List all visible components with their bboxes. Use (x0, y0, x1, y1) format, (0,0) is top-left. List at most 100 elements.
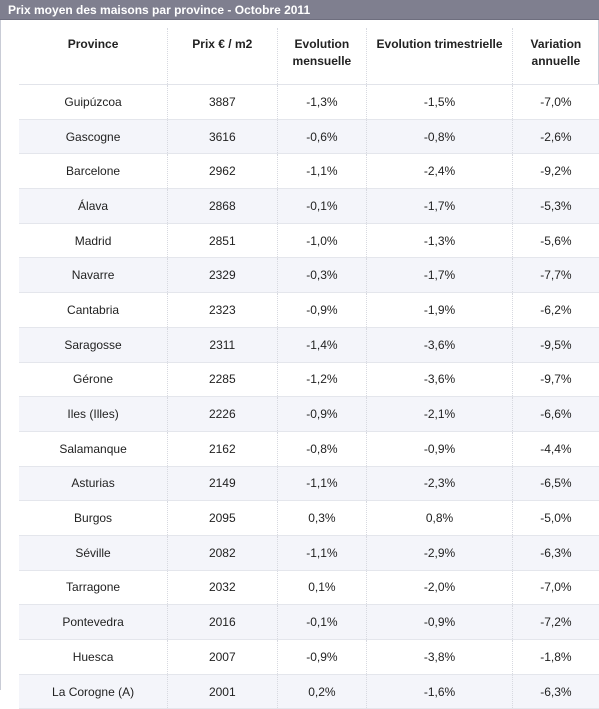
cell-evolution-mensuelle: -0,6% (276, 119, 367, 155)
table-row: Pontevedra 2016 -0,1% -0,9% -7,2% (19, 604, 599, 640)
cell-evolution-mensuelle: -0,9% (276, 292, 367, 328)
table-row: La Corogne (A) 2001 0,2% -1,6% -6,3% (19, 674, 599, 709)
cell-province: Séville (19, 535, 168, 571)
cell-variation-annuelle: -6,5% (511, 466, 599, 502)
cell-evolution-mensuelle: -0,3% (276, 257, 367, 294)
cell-prix: 2285 (167, 362, 277, 398)
cell-variation-annuelle: -5,6% (511, 223, 599, 259)
cell-province: Álava (19, 188, 168, 224)
cell-prix: 2032 (167, 570, 277, 606)
cell-evolution-trimestrielle: -0,9% (366, 431, 513, 467)
cell-province: La Corogne (A) (19, 674, 168, 709)
cell-variation-annuelle: -2,6% (511, 119, 599, 155)
table-row: Saragosse 2311 -1,4% -3,6% -9,5% (19, 327, 599, 363)
cell-province: Salamanque (19, 431, 168, 467)
table-row: Huesca 2007 -0,9% -3,8% -1,8% (19, 639, 599, 675)
cell-evolution-mensuelle: 0,2% (276, 674, 367, 709)
cell-evolution-trimestrielle: -1,3% (366, 223, 513, 259)
cell-evolution-trimestrielle: -2,1% (366, 396, 513, 432)
cell-evolution-trimestrielle: -1,9% (366, 292, 513, 328)
table-container: Province Prix € / m2 Evolution mensuelle… (0, 20, 599, 709)
cell-variation-annuelle: -6,3% (511, 535, 599, 571)
cell-prix: 3887 (167, 84, 277, 120)
header-variation-annuelle: Variation annuelle (511, 28, 599, 85)
cell-evolution-mensuelle: -1,1% (276, 153, 367, 190)
cell-evolution-trimestrielle: -2,3% (366, 466, 513, 502)
cell-province: Guipúzcoa (19, 84, 168, 120)
cell-evolution-mensuelle: -1,2% (276, 362, 367, 398)
table-row: Gérone 2285 -1,2% -3,6% -9,7% (19, 362, 599, 398)
cell-variation-annuelle: -7,0% (511, 84, 599, 120)
table-row: Iles (Illes) 2226 -0,9% -2,1% -6,6% (19, 396, 599, 432)
cell-variation-annuelle: -1,8% (511, 639, 599, 675)
cell-province: Huesca (19, 639, 168, 675)
cell-province: Gascogne (19, 119, 168, 155)
cell-variation-annuelle: -9,7% (511, 362, 599, 398)
cell-evolution-mensuelle: -1,1% (276, 466, 367, 502)
cell-evolution-trimestrielle: -1,7% (366, 188, 513, 224)
cell-prix: 2082 (167, 535, 277, 571)
cell-variation-annuelle: -6,2% (511, 292, 599, 328)
cell-variation-annuelle: -5,3% (511, 188, 599, 224)
table-row: Asturias 2149 -1,1% -2,3% -6,5% (19, 466, 599, 502)
header-row: Province Prix € / m2 Evolution mensuelle… (19, 28, 599, 85)
table-row: Gascogne 3616 -0,6% -0,8% -2,6% (19, 119, 599, 155)
table-row: Barcelone 2962 -1,1% -2,4% -9,2% (19, 153, 599, 190)
cell-province: Navarre (19, 257, 168, 294)
cell-variation-annuelle: -9,2% (511, 153, 599, 190)
cell-variation-annuelle: -9,5% (511, 327, 599, 363)
cell-province: Gérone (19, 362, 168, 398)
cell-evolution-mensuelle: -1,3% (276, 84, 367, 120)
cell-prix: 2868 (167, 188, 277, 224)
cell-evolution-mensuelle: -1,4% (276, 327, 367, 363)
cell-variation-annuelle: -6,3% (511, 674, 599, 709)
cell-province: Burgos (19, 500, 168, 536)
cell-province: Pontevedra (19, 604, 168, 640)
cell-evolution-mensuelle: -0,9% (276, 396, 367, 432)
cell-variation-annuelle: -5,0% (511, 500, 599, 536)
cell-province: Saragosse (19, 327, 168, 363)
cell-evolution-mensuelle: -0,1% (276, 188, 367, 224)
table-row: Séville 2082 -1,1% -2,9% -6,3% (19, 535, 599, 571)
table-row: Tarragone 2032 0,1% -2,0% -7,0% (19, 570, 599, 606)
header-prix: Prix € / m2 (167, 28, 277, 85)
table-body: Guipúzcoa 3887 -1,3% -1,5% -7,0% Gascogne 3616… (19, 84, 599, 709)
table-row: Cantabria 2323 -0,9% -1,9% -6,2% (19, 292, 599, 328)
cell-province: Iles (Illes) (19, 396, 168, 432)
table-row: Salamanque 2162 -0,8% -0,9% -4,4% (19, 431, 599, 467)
cell-prix: 2149 (167, 466, 277, 502)
cell-evolution-trimestrielle: 0,8% (366, 500, 513, 536)
cell-evolution-mensuelle: 0,1% (276, 570, 367, 606)
cell-prix: 2001 (167, 674, 277, 709)
cell-province: Madrid (19, 223, 168, 259)
cell-prix: 2329 (167, 257, 277, 294)
cell-variation-annuelle: -7,2% (511, 604, 599, 640)
cell-prix: 2095 (167, 500, 277, 536)
cell-variation-annuelle: -6,6% (511, 396, 599, 432)
table-row: Guipúzcoa 3887 -1,3% -1,5% -7,0% (19, 84, 599, 120)
cell-evolution-mensuelle: -0,1% (276, 604, 367, 640)
table-header: Province Prix € / m2 Evolution mensuelle… (19, 28, 599, 85)
cell-prix: 2323 (167, 292, 277, 328)
cell-prix: 2851 (167, 223, 277, 259)
cell-evolution-trimestrielle: -3,8% (366, 639, 513, 675)
cell-province: Barcelone (19, 153, 168, 190)
cell-province: Asturias (19, 466, 168, 502)
cell-evolution-trimestrielle: -2,9% (366, 535, 513, 571)
table-row: Burgos 2095 0,3% 0,8% -5,0% (19, 500, 599, 536)
cell-evolution-mensuelle: -1,1% (276, 535, 367, 571)
cell-prix: 2311 (167, 327, 277, 363)
cell-prix: 3616 (167, 119, 277, 155)
cell-prix: 2007 (167, 639, 277, 675)
cell-evolution-trimestrielle: -2,0% (366, 570, 513, 606)
cell-evolution-trimestrielle: -3,6% (366, 327, 513, 363)
header-province: Province (19, 28, 168, 85)
table-row: Navarre 2329 -0,3% -1,7% -7,7% (19, 257, 599, 294)
cell-prix: 2962 (167, 153, 277, 190)
cell-evolution-trimestrielle: -3,6% (366, 362, 513, 398)
header-evolution-trimestrielle: Evolution trimestrielle (366, 28, 513, 85)
cell-province: Cantabria (19, 292, 168, 328)
cell-variation-annuelle: -7,7% (511, 257, 599, 294)
cell-evolution-mensuelle: -0,8% (276, 431, 367, 467)
cell-evolution-trimestrielle: -1,7% (366, 257, 513, 294)
